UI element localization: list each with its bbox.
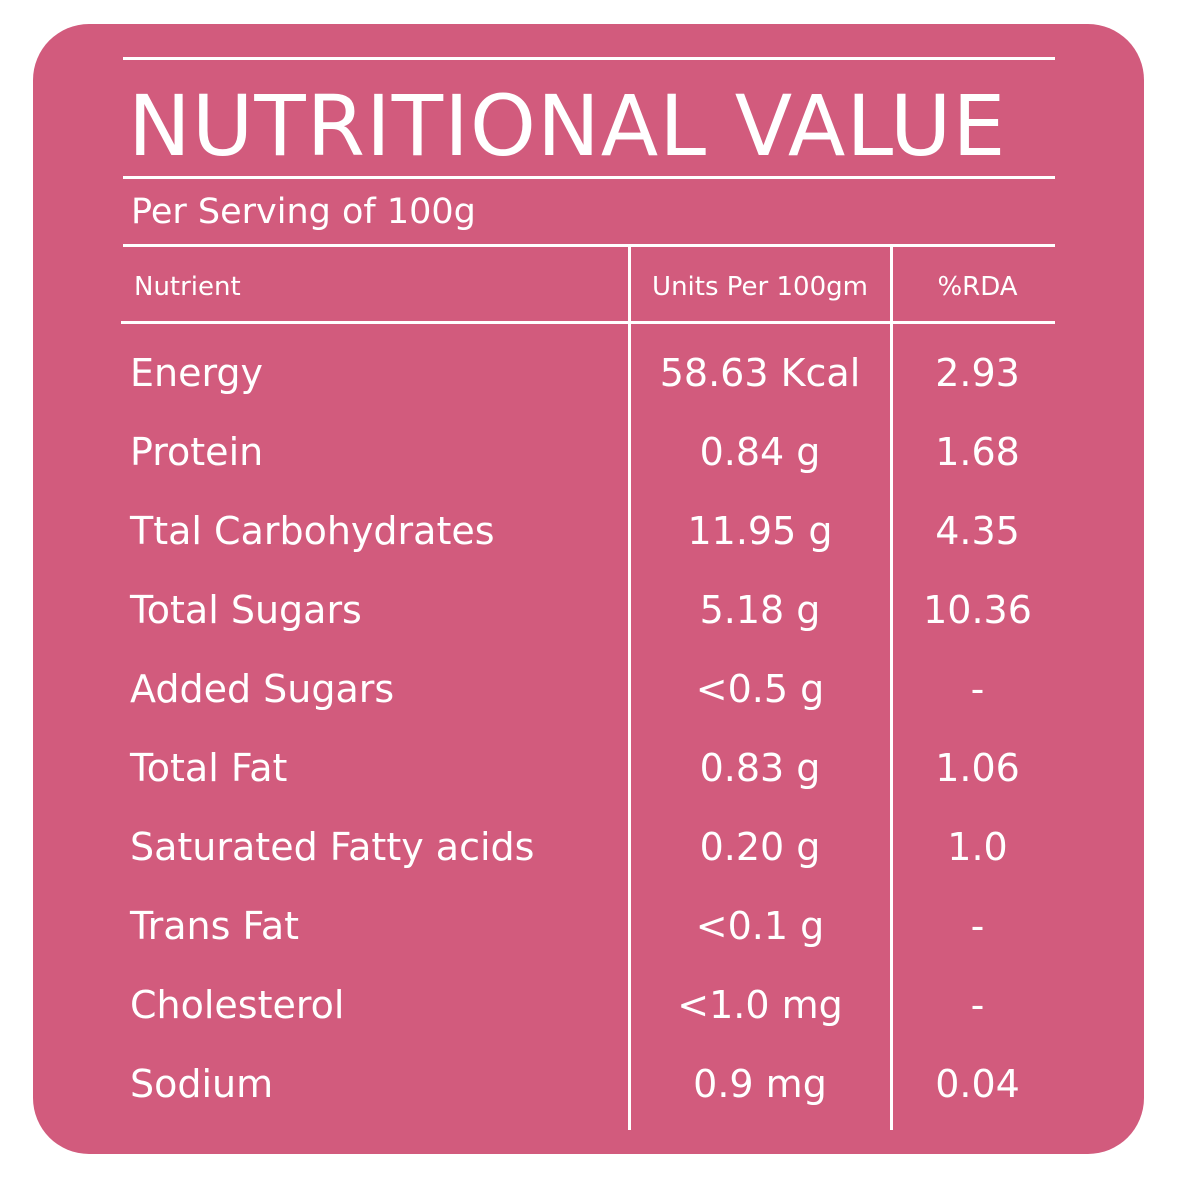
nutrient-units: 11.95 g — [687, 509, 833, 553]
table-row: Cholesterol <1.0 mg - — [33, 966, 1144, 1045]
nutrient-name: Total Sugars — [130, 588, 362, 632]
column-divider-1 — [628, 246, 631, 1130]
nutrient-name: Cholesterol — [130, 983, 345, 1027]
nutrient-table-body: Energy 58.63 Kcal 2.93 Protein 0.84 g 1.68 Tta… — [33, 334, 1144, 1124]
serving-size: Per Serving of 100g — [131, 192, 476, 232]
nutrient-rda: 1.68 — [935, 430, 1020, 474]
table-row: Protein 0.84 g 1.68 — [33, 413, 1144, 492]
nutrient-units: <0.5 g — [695, 667, 825, 711]
nutrient-rda: 10.36 — [923, 588, 1032, 632]
nutrient-rda: 0.04 — [935, 1062, 1020, 1106]
table-row: Added Sugars <0.5 g - — [33, 650, 1144, 729]
nutrient-rda: 1.06 — [935, 746, 1020, 790]
nutrient-units: 5.18 g — [699, 588, 821, 632]
table-row: Trans Fat <0.1 g - — [33, 887, 1144, 966]
nutrient-units: 0.9 mg — [693, 1062, 827, 1106]
nutrient-units: 0.20 g — [699, 825, 821, 869]
subtitle-rule — [123, 244, 1055, 247]
table-row: Sodium 0.9 mg 0.04 — [33, 1045, 1144, 1124]
title-rule — [123, 176, 1055, 179]
table-row: Ttal Carbohydrates 11.95 g 4.35 — [33, 492, 1144, 571]
nutrient-rda: - — [970, 667, 985, 711]
nutrient-name: Energy — [130, 351, 264, 395]
nutrient-name: Ttal Carbohydrates — [130, 509, 495, 553]
column-divider-2 — [890, 246, 893, 1130]
nutrient-name: Protein — [130, 430, 264, 474]
nutrient-name: Trans Fat — [130, 904, 300, 948]
nutrient-units: <1.0 mg — [677, 983, 843, 1027]
header-rda: %RDA — [937, 272, 1018, 302]
table-row: Total Fat 0.83 g 1.06 — [33, 729, 1144, 808]
nutrient-name: Total Fat — [130, 746, 288, 790]
nutrient-units: 0.84 g — [699, 430, 821, 474]
nutrient-rda: - — [970, 904, 985, 948]
nutrient-rda: 1.0 — [947, 825, 1008, 869]
nutrient-name: Saturated Fatty acids — [130, 825, 535, 869]
label-title: NUTRITIONAL VALUE — [128, 77, 1007, 175]
top-rule — [123, 57, 1055, 60]
nutrient-rda: - — [970, 983, 985, 1027]
nutrient-name: Added Sugars — [130, 667, 395, 711]
nutrition-label-card: NUTRITIONAL VALUE Per Serving of 100g Nu… — [33, 24, 1144, 1154]
nutrient-units: 0.83 g — [699, 746, 821, 790]
nutrient-units: 58.63 Kcal — [659, 351, 861, 395]
nutrient-name: Sodium — [130, 1062, 274, 1106]
nutrient-rda: 2.93 — [935, 351, 1020, 395]
table-row: Saturated Fatty acids 0.20 g 1.0 — [33, 808, 1144, 887]
header-rule — [121, 321, 1055, 324]
header-units: Units Per 100gm — [652, 272, 868, 302]
table-row: Energy 58.63 Kcal 2.93 — [33, 334, 1144, 413]
table-row: Total Sugars 5.18 g 10.36 — [33, 571, 1144, 650]
nutrient-units: <0.1 g — [695, 904, 825, 948]
header-nutrient: Nutrient — [134, 272, 241, 302]
nutrient-rda: 4.35 — [935, 509, 1020, 553]
